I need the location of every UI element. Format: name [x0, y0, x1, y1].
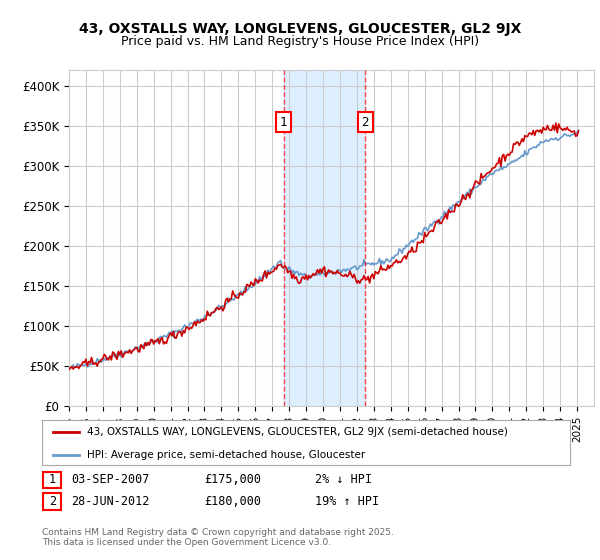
- Bar: [284, 70, 365, 406]
- Text: 03-SEP-2007: 03-SEP-2007: [71, 473, 149, 487]
- Text: 2: 2: [361, 115, 369, 128]
- Text: 1: 1: [49, 473, 56, 487]
- Text: 2: 2: [49, 494, 56, 508]
- Text: £180,000: £180,000: [204, 494, 261, 508]
- Text: 2% ↓ HPI: 2% ↓ HPI: [315, 473, 372, 487]
- Text: HPI: Average price, semi-detached house, Gloucester: HPI: Average price, semi-detached house,…: [87, 450, 365, 460]
- Text: 1: 1: [280, 115, 287, 128]
- Text: 43, OXSTALLS WAY, LONGLEVENS, GLOUCESTER, GL2 9JX (semi-detached house): 43, OXSTALLS WAY, LONGLEVENS, GLOUCESTER…: [87, 427, 508, 437]
- Text: 28-JUN-2012: 28-JUN-2012: [71, 494, 149, 508]
- Text: 19% ↑ HPI: 19% ↑ HPI: [315, 494, 379, 508]
- Text: Price paid vs. HM Land Registry's House Price Index (HPI): Price paid vs. HM Land Registry's House …: [121, 35, 479, 48]
- Text: Contains HM Land Registry data © Crown copyright and database right 2025.
This d: Contains HM Land Registry data © Crown c…: [42, 528, 394, 547]
- Text: 43, OXSTALLS WAY, LONGLEVENS, GLOUCESTER, GL2 9JX: 43, OXSTALLS WAY, LONGLEVENS, GLOUCESTER…: [79, 22, 521, 36]
- Text: £175,000: £175,000: [204, 473, 261, 487]
